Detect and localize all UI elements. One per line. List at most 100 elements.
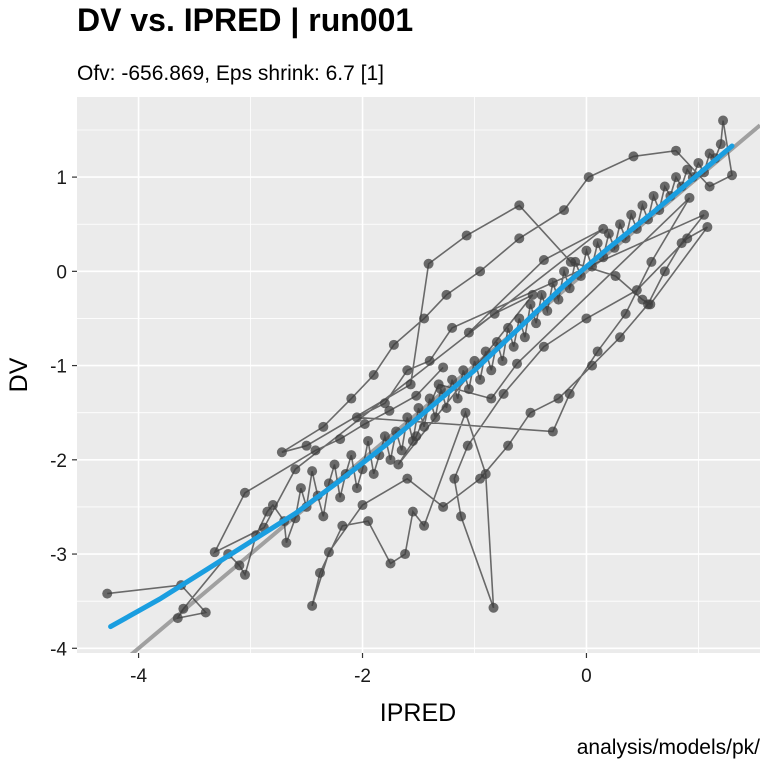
- data-point: [402, 473, 413, 484]
- data-point: [536, 289, 547, 300]
- data-point: [553, 294, 564, 305]
- data-point: [267, 500, 278, 511]
- data-point: [702, 222, 713, 233]
- data-point: [503, 440, 514, 451]
- data-point: [559, 266, 570, 277]
- data-point: [335, 434, 346, 445]
- data-point: [346, 450, 357, 461]
- data-point: [209, 547, 220, 558]
- data-point: [301, 440, 312, 451]
- data-point: [405, 379, 416, 390]
- data-point: [368, 370, 379, 380]
- data-point: [388, 339, 399, 350]
- data-point: [565, 256, 576, 267]
- data-point: [400, 549, 411, 560]
- data-point: [475, 266, 486, 277]
- data-point: [368, 468, 379, 479]
- data-point: [402, 412, 413, 423]
- data-point: [525, 407, 536, 418]
- data-point: [631, 285, 642, 296]
- data-point: [379, 398, 390, 409]
- data-point: [441, 402, 452, 413]
- data-point: [402, 365, 413, 376]
- data-point: [676, 238, 687, 249]
- data-point: [508, 341, 519, 352]
- plot-panel: [77, 97, 760, 653]
- data-point: [626, 209, 637, 220]
- data-point: [489, 308, 500, 319]
- data-point: [281, 537, 292, 548]
- data-point: [424, 393, 435, 404]
- data-point: [598, 223, 609, 234]
- data-point: [475, 374, 486, 385]
- data-point: [727, 170, 738, 181]
- data-point: [385, 454, 396, 465]
- data-point: [704, 181, 715, 192]
- data-point: [102, 588, 113, 599]
- data-point: [564, 388, 575, 399]
- data-point: [335, 492, 346, 503]
- data-point: [497, 355, 508, 366]
- data-point: [559, 205, 570, 216]
- x-tick-label: -2: [354, 666, 371, 687]
- data-point: [553, 393, 564, 404]
- data-point: [538, 341, 549, 352]
- x-tick-label: -4: [130, 666, 147, 687]
- x-axis-label: IPRED: [380, 699, 456, 727]
- data-point: [359, 419, 370, 430]
- data-point: [396, 445, 407, 456]
- chart-title: DV vs. IPRED | run001: [77, 2, 413, 38]
- data-point: [592, 346, 603, 357]
- data-point: [581, 245, 592, 256]
- data-point: [486, 365, 497, 376]
- data-point: [514, 313, 525, 324]
- data-point: [693, 157, 704, 168]
- data-point: [547, 426, 558, 437]
- data-point: [314, 567, 325, 578]
- data-point: [379, 431, 390, 442]
- data-point: [363, 435, 374, 446]
- data-point: [413, 402, 424, 413]
- data-point: [393, 459, 404, 470]
- data-point: [346, 393, 357, 404]
- data-point: [531, 318, 542, 329]
- data-point: [337, 520, 348, 531]
- data-point: [637, 200, 648, 211]
- data-point: [486, 393, 497, 404]
- x-tick-label: 0: [581, 666, 592, 687]
- grid: [77, 97, 760, 653]
- y-axis-ticks: -4 -3 -2 -1 0 1: [50, 168, 77, 660]
- smooth-line: [108, 143, 735, 630]
- data-point: [172, 613, 183, 624]
- data-point: [452, 393, 463, 404]
- y-tick-label: -3: [50, 545, 67, 566]
- y-tick-label: 1: [56, 168, 67, 189]
- data-point: [699, 209, 710, 220]
- data-point: [178, 603, 189, 614]
- data-point: [648, 190, 659, 201]
- data-point: [411, 431, 422, 442]
- data-point: [620, 308, 631, 319]
- data-point: [542, 305, 553, 316]
- data-point: [488, 602, 499, 613]
- y-tick-label: -1: [50, 357, 67, 378]
- data-point: [498, 388, 509, 399]
- data-point: [682, 164, 693, 175]
- data-point: [671, 172, 682, 183]
- data-point: [441, 289, 452, 300]
- data-point: [458, 365, 469, 376]
- data-point: [351, 412, 362, 423]
- y-tick-label: 0: [56, 262, 67, 283]
- data-point: [462, 440, 473, 451]
- y-axis-label: DV: [5, 357, 33, 392]
- data-point: [307, 600, 318, 611]
- data-point: [384, 405, 395, 416]
- data-point: [592, 238, 603, 249]
- data-point: [475, 473, 486, 484]
- data-point: [610, 271, 621, 282]
- data-point: [628, 151, 639, 162]
- data-point: [615, 332, 626, 343]
- data-point: [715, 139, 726, 150]
- data-point: [430, 412, 441, 423]
